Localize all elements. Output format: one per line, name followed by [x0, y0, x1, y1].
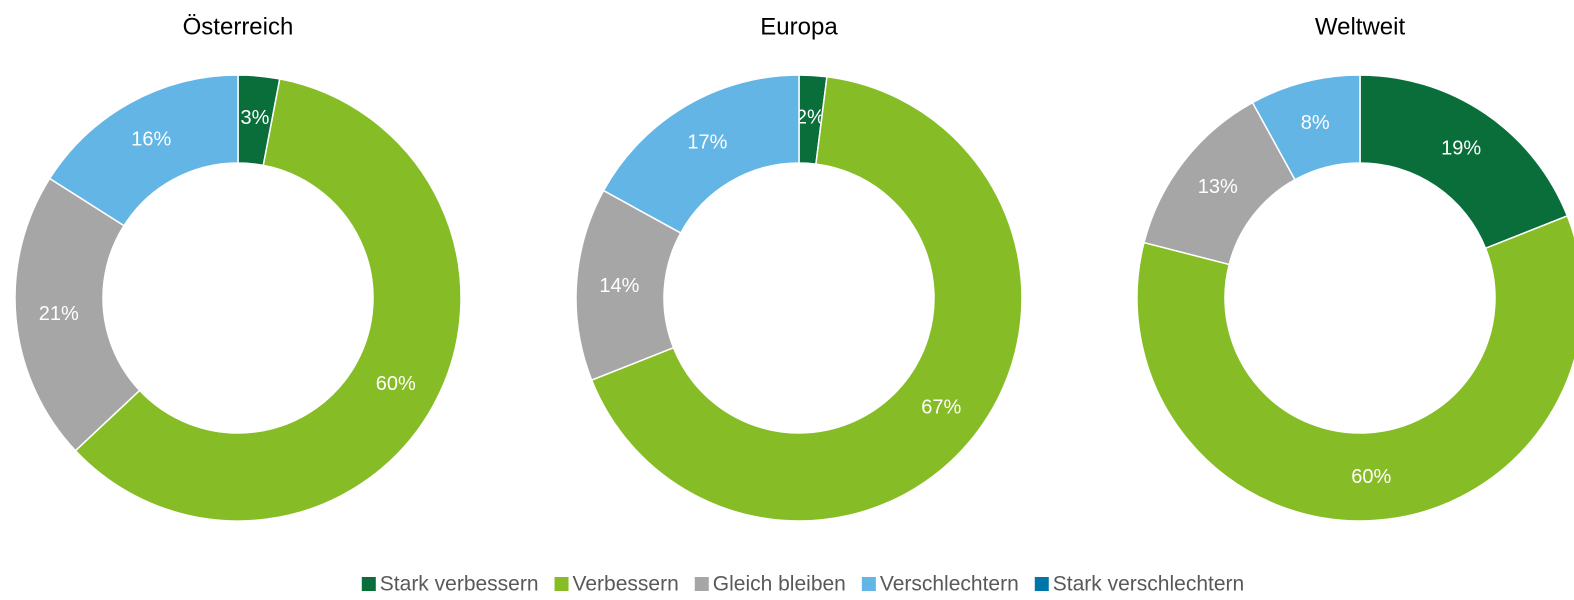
data-label: 13% — [1198, 176, 1238, 198]
legend-label: Verbessern — [573, 573, 679, 596]
donut-segment — [590, 75, 1023, 522]
legend-swatch — [361, 577, 376, 591]
legend-swatch — [554, 577, 569, 591]
chart-title: Europa — [760, 13, 838, 40]
donut-segment — [74, 78, 462, 522]
data-label: 17% — [687, 131, 727, 153]
donut-segment — [1136, 214, 1574, 522]
legend-label: Gleich bleiben — [713, 573, 846, 596]
donut-segment — [14, 177, 141, 452]
legend-label: Stark verbessern — [380, 573, 539, 596]
chart-title: Weltweit — [1315, 13, 1406, 40]
donut-segment — [48, 74, 239, 227]
donut-segment — [1251, 74, 1361, 181]
chart-title: Österreich — [183, 13, 294, 40]
data-label: 19% — [1441, 137, 1481, 159]
donut-segment — [602, 74, 800, 234]
data-label: 8% — [1301, 112, 1330, 134]
data-label: 2% — [796, 107, 825, 129]
data-label: 3% — [240, 107, 269, 129]
legend-swatch — [1034, 577, 1049, 591]
legend-swatch — [861, 577, 876, 591]
legend-label: Stark verschlechtern — [1053, 573, 1244, 596]
data-label: 60% — [1351, 466, 1391, 488]
donut-segment — [1359, 74, 1569, 250]
data-label: 16% — [131, 129, 171, 151]
legend-swatch — [694, 577, 709, 591]
data-label: 21% — [39, 303, 79, 325]
data-label: 14% — [599, 275, 639, 297]
data-label: 60% — [376, 373, 416, 395]
data-label: 67% — [921, 397, 961, 419]
legend-label: Verschlechtern — [880, 573, 1019, 596]
